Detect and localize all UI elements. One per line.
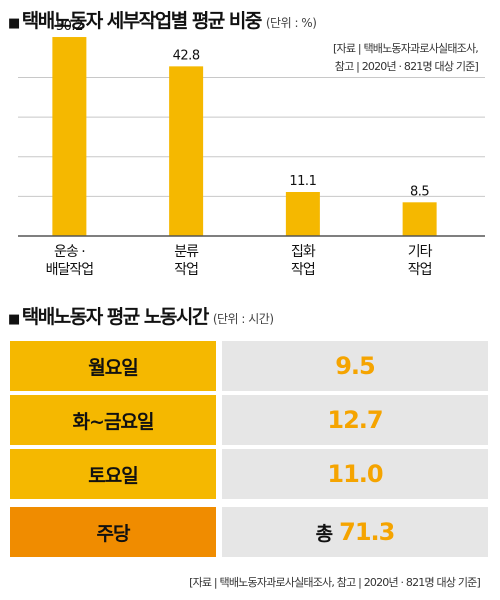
bar <box>52 37 87 237</box>
hours-row-label: 화~금요일 <box>10 395 216 445</box>
hours-row-monday: 월요일 9.5 <box>10 341 488 391</box>
category-label: 기타 <box>408 244 433 260</box>
category-label: 작업 <box>174 262 198 278</box>
hours-row-value-cell: 총 71.3 <box>222 507 488 557</box>
hours-row-value-cell: 9.5 <box>222 341 488 391</box>
bar <box>402 202 437 236</box>
hours-row-label: 월요일 <box>10 341 216 391</box>
bar <box>285 192 320 236</box>
bar <box>169 66 204 237</box>
hours-row-weekly-total: 주당 총 71.3 <box>10 507 488 557</box>
hours-row-value-cell: 11.0 <box>222 449 488 499</box>
hours-row-label: 주당 <box>10 507 216 557</box>
bar-value-label: 50.2 <box>56 19 83 34</box>
category-label: 운송 · <box>54 244 85 260</box>
chart-unit: (단위 : %) <box>265 16 317 30</box>
bar-value-label: 42.8 <box>173 48 200 63</box>
hours-row-value-cell: 12.7 <box>222 395 488 445</box>
chart-source-line1: [자료 | 택배노동자과로사실태조사, <box>333 42 479 55</box>
hours-row-value: 11.0 <box>327 460 383 488</box>
hours-title: ■ 택배노동자 평균 노동시간 (단위 : 시간) <box>8 302 274 329</box>
chart-title-text: 택배노동자 세부작업별 평균 비중 <box>21 10 263 32</box>
hours-title-text: 택배노동자 평균 노동시간 <box>21 306 210 328</box>
category-label: 집화 <box>291 244 316 260</box>
hours-row-value: 9.5 <box>335 352 376 380</box>
hours-source: [자료 | 택배노동자과로사실태조사, 참고 | 2020년 · 821명 대상… <box>189 576 481 589</box>
chart-title: ■ 택배노동자 세부작업별 평균 비중 (단위 : %) <box>8 6 317 33</box>
hours-row-value: 12.7 <box>327 406 383 434</box>
hours-unit: (단위 : 시간) <box>212 312 274 326</box>
category-label: 작업 <box>408 262 432 278</box>
chart-source-line2: 참고 | 2020년 · 821명 대상 기준] <box>334 60 479 73</box>
hours-row-tue-fri: 화~금요일 12.7 <box>10 395 488 445</box>
category-label: 배달작업 <box>46 262 94 278</box>
category-label: 분류 <box>174 244 199 260</box>
hours-row-saturday: 토요일 11.0 <box>10 449 488 499</box>
bar-value-label: 8.5 <box>410 184 429 199</box>
hours-row-value: 71.3 <box>339 518 395 546</box>
square-bullet-icon: ■ <box>8 312 20 327</box>
hours-row-label: 토요일 <box>10 449 216 499</box>
category-label: 작업 <box>291 262 315 278</box>
square-bullet-icon: ■ <box>8 16 20 31</box>
hours-total-prefix: 총 <box>315 522 334 545</box>
bar-value-label: 11.1 <box>289 174 316 189</box>
